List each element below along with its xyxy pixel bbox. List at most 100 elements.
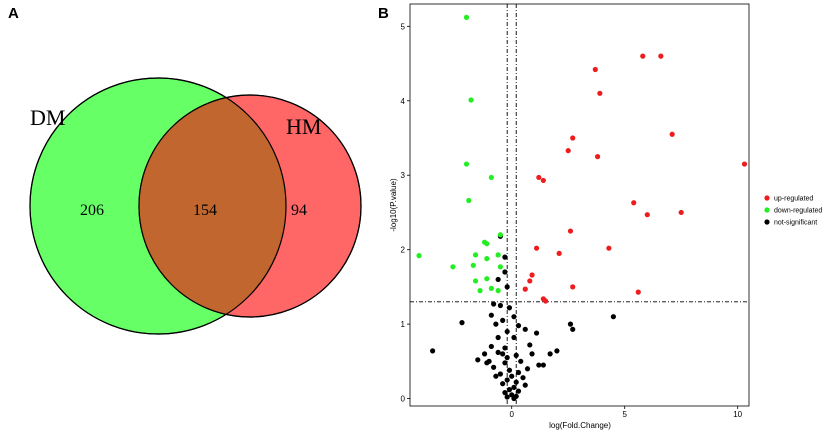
point-ns-14 (610, 314, 617, 320)
y-tick-label-2: 2 (401, 246, 406, 255)
point-ns-45 (500, 381, 506, 387)
point-ns-56 (520, 375, 526, 381)
point-ns-43 (504, 377, 510, 383)
point-down-0 (463, 14, 470, 20)
legend-marker-up (764, 195, 770, 201)
point-up-22 (635, 289, 641, 295)
point-ns-11 (459, 320, 465, 326)
point-ns-54 (484, 360, 490, 366)
venn-overlap (139, 95, 286, 317)
point-ns-32 (430, 348, 436, 354)
point-ns-50 (509, 392, 515, 398)
point-ns-6 (497, 302, 503, 309)
point-up-2 (592, 66, 598, 73)
point-ns-5 (491, 301, 497, 307)
point-ns-59 (475, 357, 481, 363)
y-tick-label-5: 5 (401, 22, 406, 31)
point-down-4 (466, 197, 472, 204)
point-ns-18 (522, 326, 528, 332)
point-ns-19 (533, 330, 540, 336)
point-down-18 (477, 288, 483, 294)
point-ns-8 (488, 312, 494, 318)
point-down-11 (484, 256, 490, 262)
point-up-15 (533, 245, 540, 251)
legend-marker-down (764, 207, 770, 213)
x-axis-label: log(Fold.Change) (549, 421, 611, 430)
point-ns-12 (493, 321, 499, 327)
venn-label-dm: DM (30, 105, 65, 130)
point-ns-7 (506, 305, 513, 311)
point-up-11 (631, 200, 637, 206)
point-up-4 (669, 131, 675, 137)
venn-count-intersection: 154 (193, 202, 217, 219)
point-ns-38 (491, 364, 497, 370)
point-ns-30 (547, 351, 553, 357)
point-ns-40 (515, 369, 522, 376)
point-down-19 (495, 288, 501, 294)
point-down-5 (497, 232, 503, 238)
point-up-24 (543, 298, 549, 304)
point-up-21 (570, 284, 576, 290)
legend-label-ns: not-significant (774, 220, 817, 227)
point-ns-20 (495, 334, 501, 341)
point-down-16 (472, 278, 479, 284)
point-up-5 (570, 135, 576, 141)
y-tick-label-3: 3 (401, 171, 406, 180)
point-ns-2 (502, 269, 508, 275)
point-up-3 (597, 90, 603, 96)
point-down-2 (463, 161, 470, 167)
point-down-8 (495, 252, 501, 258)
x-axis-ticks: 0 5 10 (509, 406, 743, 419)
point-ns-21 (511, 334, 517, 341)
legend-label-down: down-regulated (774, 208, 822, 215)
point-up-13 (644, 212, 650, 218)
y-tick-label-4: 4 (401, 97, 406, 106)
point-down-12 (470, 262, 476, 268)
panel-a-label: A (8, 5, 19, 22)
point-ns-49 (502, 390, 508, 396)
point-ns-46 (511, 384, 517, 390)
data-points (416, 14, 748, 402)
point-ns-16 (570, 326, 576, 332)
point-up-10 (540, 177, 546, 184)
legend-marker-ns (764, 219, 770, 225)
point-ns-1 (502, 254, 508, 260)
point-up-12 (678, 209, 684, 216)
point-ns-24 (502, 345, 508, 351)
y-axis-ticks: 0 1 2 3 4 5 (401, 22, 410, 404)
point-ns-53 (511, 395, 517, 402)
point-ns-33 (481, 351, 488, 357)
point-ns-57 (524, 366, 531, 372)
x-tick-label-2: 10 (733, 410, 742, 419)
point-up-1 (658, 53, 664, 59)
venn-label-hm: HM (286, 114, 321, 139)
point-up-19 (527, 278, 533, 284)
point-ns-27 (495, 349, 501, 355)
point-ns-15 (567, 321, 574, 327)
point-down-7 (484, 241, 490, 247)
point-ns-44 (513, 379, 519, 385)
threshold-lines (410, 4, 749, 406)
point-ns-31 (554, 348, 560, 354)
plot-frame (409, 3, 750, 407)
venn-count-dm-only: 206 (80, 202, 104, 219)
point-ns-3 (495, 276, 501, 283)
point-down-10 (472, 252, 479, 258)
point-ns-35 (502, 360, 508, 366)
point-down-13 (450, 264, 456, 270)
point-down-1 (468, 97, 474, 103)
point-up-9 (536, 174, 542, 181)
point-ns-52 (504, 394, 510, 400)
venn-diagram: DM HM 206 154 94 (29, 77, 362, 335)
point-down-17 (488, 285, 494, 291)
point-ns-58 (540, 362, 546, 368)
point-up-0 (640, 53, 646, 59)
point-up-6 (565, 148, 571, 154)
point-up-8 (741, 161, 748, 167)
point-ns-10 (500, 317, 506, 323)
x-tick-label-0: 0 (509, 410, 514, 419)
point-ns-26 (513, 352, 519, 358)
point-ns-9 (511, 314, 517, 320)
point-ns-41 (497, 371, 503, 377)
